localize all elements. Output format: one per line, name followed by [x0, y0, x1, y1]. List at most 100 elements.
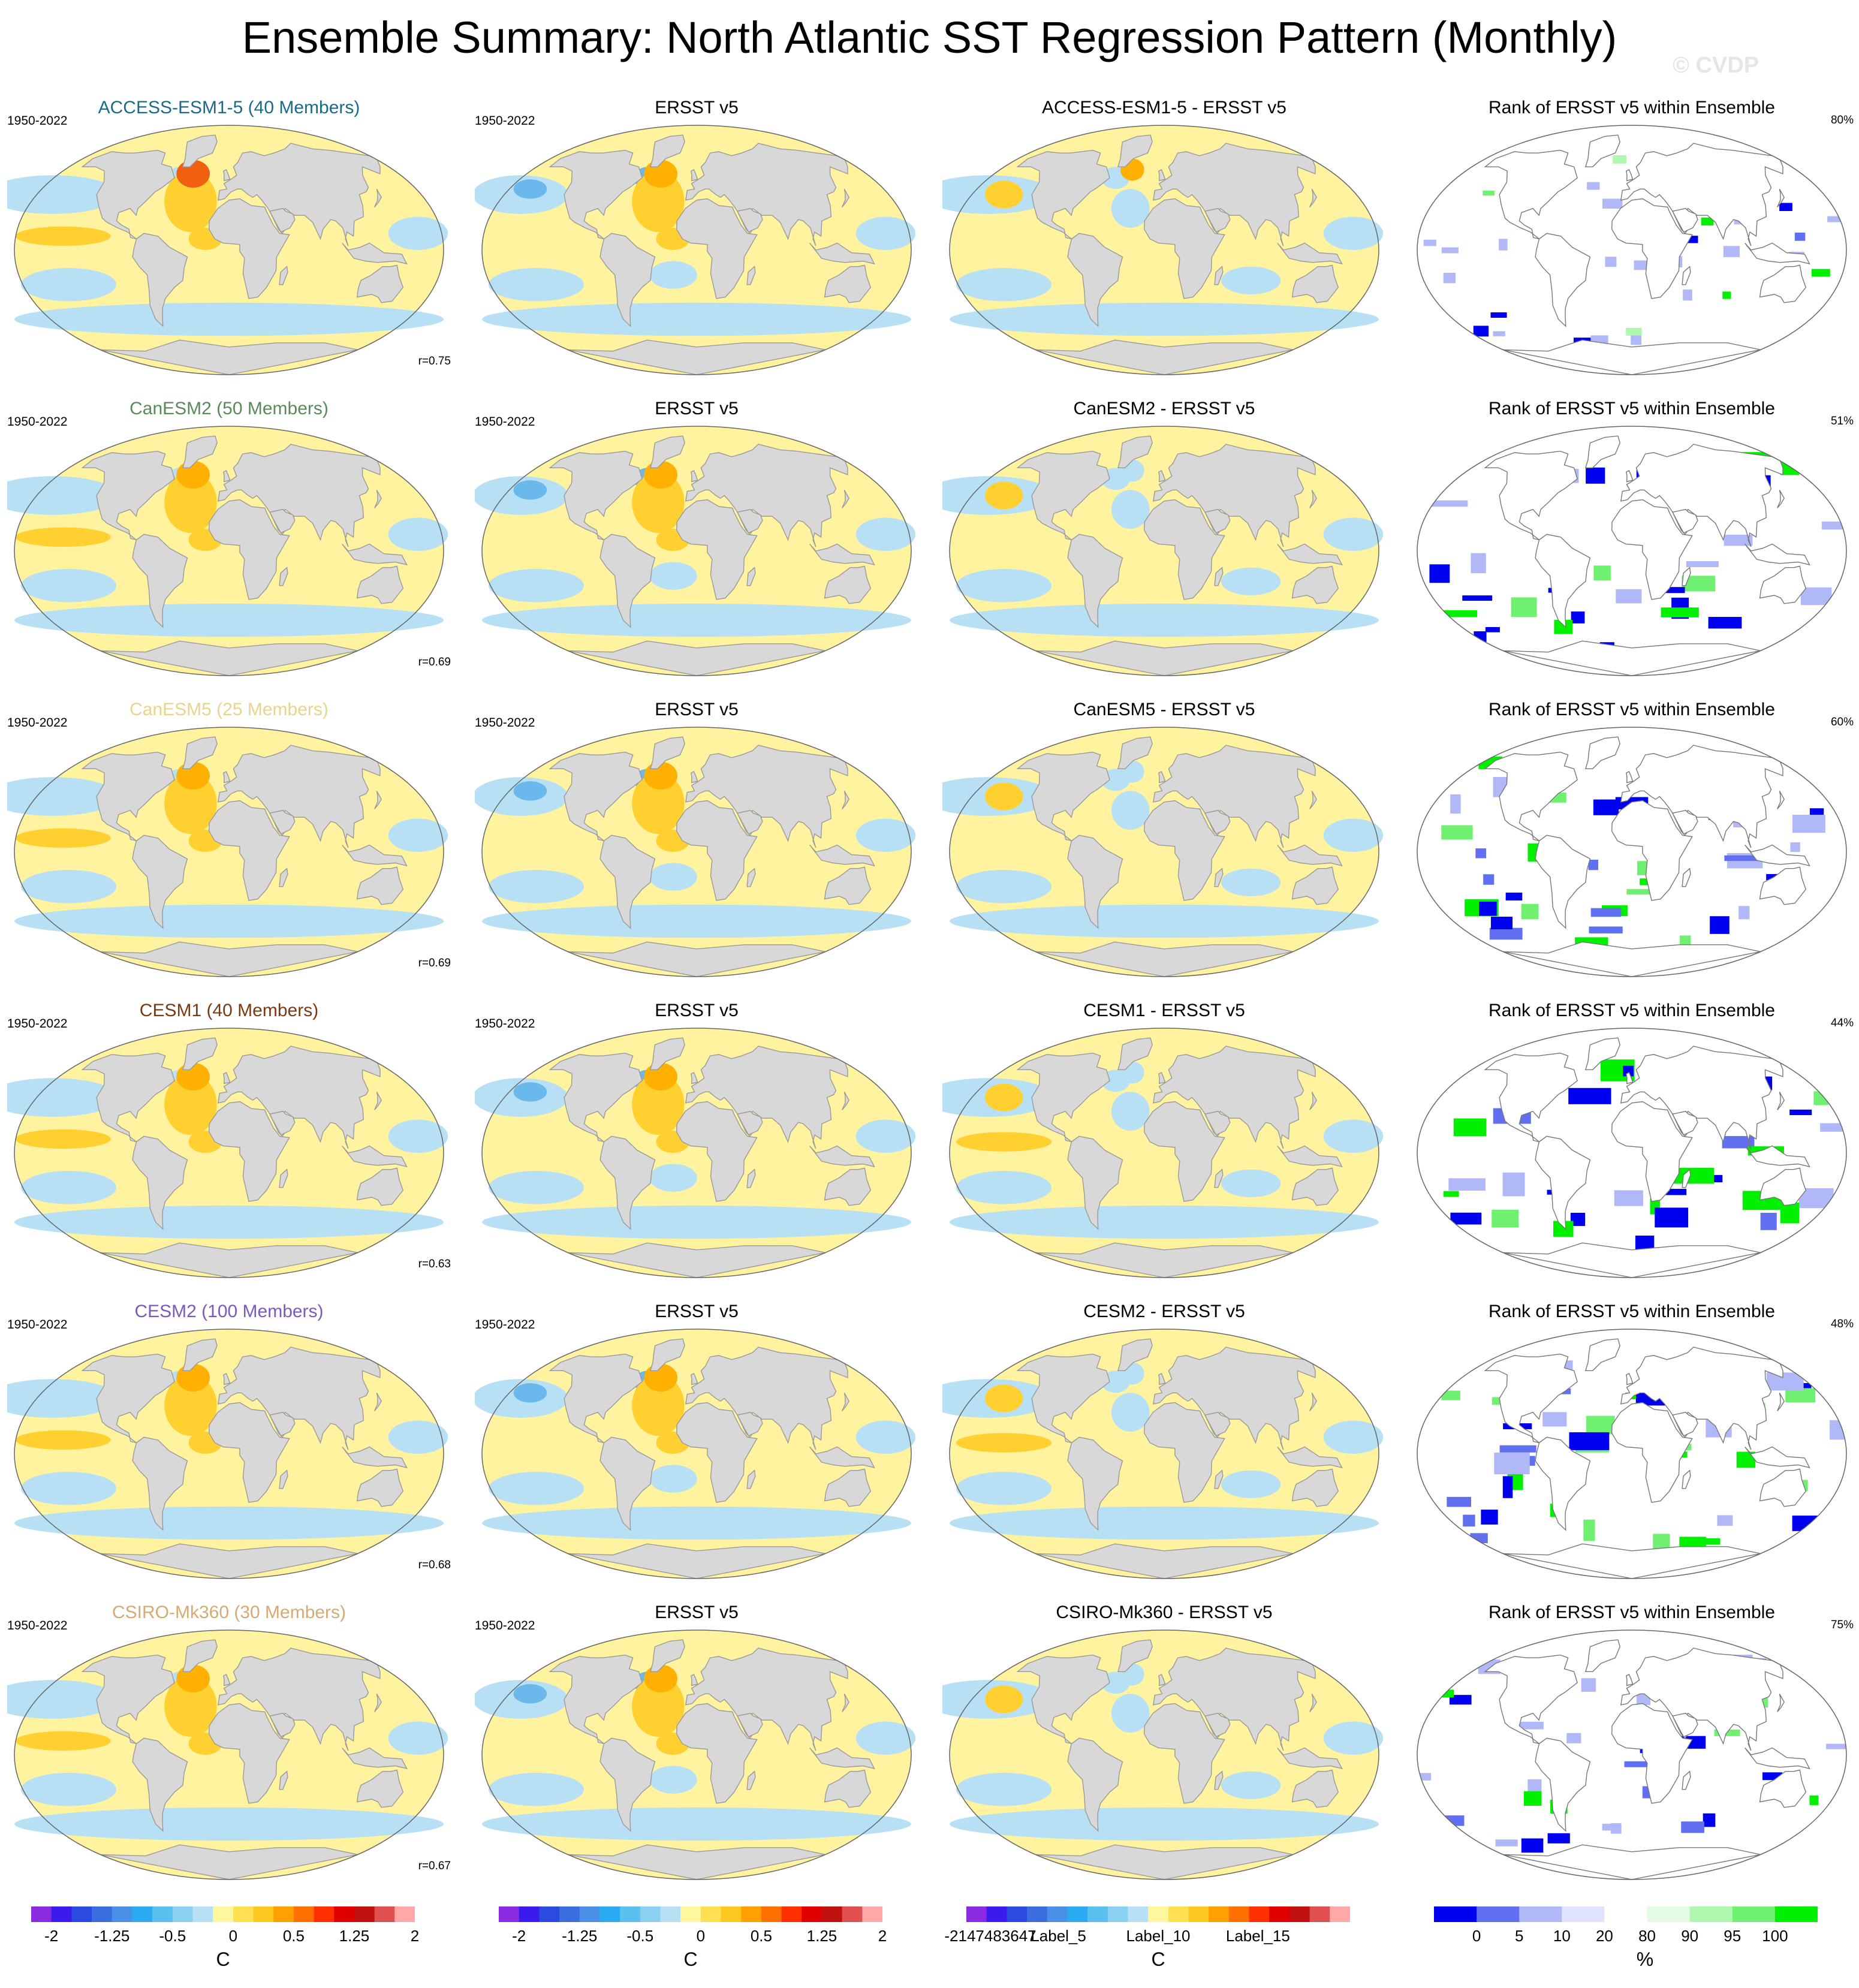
land-greenland: [649, 736, 685, 770]
land-australia: [824, 264, 872, 303]
map-outline: [481, 1629, 912, 1880]
colorbar-swatch: [966, 1906, 987, 1922]
rank-cell: [1499, 239, 1508, 251]
panel-obs-4: ERSST v5 1950-2022: [475, 1300, 918, 1600]
land-antarctica: [100, 941, 358, 977]
colorbar-swatch: [1309, 1906, 1330, 1922]
cool-region-southern-ocean: [482, 904, 911, 938]
rank-percent: 80%: [1830, 114, 1854, 126]
land-madagascar: [746, 567, 756, 586]
land-north-america: [1484, 751, 1578, 842]
land-antarctica: [568, 1543, 825, 1579]
land-antarctica: [1503, 339, 1761, 375]
land-greenland: [1584, 1338, 1620, 1372]
warm-band-tropical-pacific: [483, 1129, 579, 1149]
rank-cell: [1429, 564, 1450, 583]
land-africa: [208, 499, 290, 600]
land-japan: [1777, 1693, 1785, 1712]
land-eurasia: [685, 1046, 848, 1149]
land-africa: [1143, 499, 1225, 600]
land-greenland: [1584, 134, 1620, 168]
land-north-america: [1484, 450, 1578, 541]
land-north-america: [1016, 1052, 1110, 1143]
map-diff: [942, 727, 1384, 977]
map-obs: [475, 125, 916, 375]
land-eurasia: [1620, 444, 1783, 547]
land-indonesia: [1744, 844, 1810, 867]
land-australia: [1291, 1769, 1339, 1808]
colorbar-swatch: [781, 1906, 802, 1922]
rank-cell: [1521, 903, 1539, 920]
cool-region-south-pacific: [488, 569, 584, 603]
colorbar-swatch: [1477, 1906, 1520, 1922]
cool-region-south-pacific: [956, 569, 1052, 603]
land-australia: [1291, 866, 1339, 905]
land-eurasia: [217, 1046, 381, 1149]
land-indonesia: [1744, 543, 1810, 566]
period-label: 1950-2022: [475, 415, 535, 429]
land-indonesia: [1277, 543, 1343, 566]
rank-cell: [1593, 565, 1611, 581]
panel-title: CESM2 - ERSST v5: [1083, 1302, 1245, 1321]
rank-cell: [1794, 232, 1806, 241]
panel-title: ERSST v5: [655, 1001, 739, 1020]
land-antarctica: [1035, 640, 1293, 676]
rank-cell: [1441, 825, 1473, 840]
colorbar-swatch: [1188, 1906, 1209, 1922]
land-arabia: [269, 1411, 296, 1436]
land-arabia: [1204, 207, 1231, 233]
land-north-america: [1016, 751, 1110, 842]
land-uk: [223, 771, 231, 784]
tick-label: 95: [1724, 1927, 1742, 1945]
rank-cell: [1473, 326, 1489, 337]
period-label: 1950-2022: [7, 1318, 68, 1332]
tick-label: 1.25: [806, 1927, 837, 1945]
land-antarctica: [1503, 1543, 1761, 1579]
land-australia: [1759, 1468, 1807, 1507]
land-indonesia: [1277, 1145, 1343, 1168]
warm-band-tropical-pacific-diff: [956, 1132, 1052, 1152]
colorbar-swatch: [499, 1906, 520, 1922]
rank-cell: [1523, 1791, 1542, 1806]
land-madagascar: [279, 1168, 288, 1188]
land-greenland: [1584, 736, 1620, 770]
cool-region-southern-ocean: [482, 603, 911, 637]
map-rank: [1417, 426, 1847, 676]
land-greenland: [182, 435, 218, 469]
warm-band-tropical-pacific: [15, 828, 111, 848]
land-japan: [842, 1392, 850, 1411]
land-eurasia: [217, 143, 381, 246]
rank-cell: [1561, 1388, 1571, 1394]
land-japan: [1309, 1091, 1318, 1110]
colorbar: [1434, 1906, 1818, 1922]
cool-region-indian: [285, 567, 346, 595]
land-north-america: [81, 1654, 175, 1745]
land-australia: [356, 1167, 404, 1206]
rank-cell: [1483, 874, 1495, 885]
land-africa: [1611, 1101, 1693, 1202]
cool-region-north-atlantic-diff: [1111, 1393, 1150, 1432]
cool-region-indian: [753, 1771, 813, 1799]
colorbar-swatch: [721, 1906, 742, 1922]
land-north-america: [549, 149, 643, 240]
panel-rank-3: Rank of ERSST v5 within Ensemble 44%: [1410, 999, 1854, 1299]
colorbar-swatch: [273, 1906, 294, 1922]
land-japan: [374, 1091, 382, 1110]
rank-cell: [1463, 1514, 1475, 1527]
land-north-america: [549, 450, 643, 541]
rank-cell: [1820, 1123, 1846, 1132]
map-model: [7, 1629, 448, 1880]
cool-region-south-pacific: [956, 870, 1052, 903]
tick-label: 2: [410, 1927, 420, 1945]
rank-cell: [1779, 203, 1792, 212]
land-greenland: [182, 1037, 218, 1071]
land-arabia: [1671, 1411, 1698, 1436]
colorbar-swatch: [1148, 1906, 1169, 1922]
colorbar-swatch: [700, 1906, 722, 1922]
colorbar-swatch: [132, 1906, 153, 1922]
land-africa: [676, 800, 758, 901]
land-north-america: [81, 1353, 175, 1444]
land-australia: [356, 1468, 404, 1507]
rank-cell: [1626, 327, 1642, 336]
land-japan: [374, 489, 382, 508]
